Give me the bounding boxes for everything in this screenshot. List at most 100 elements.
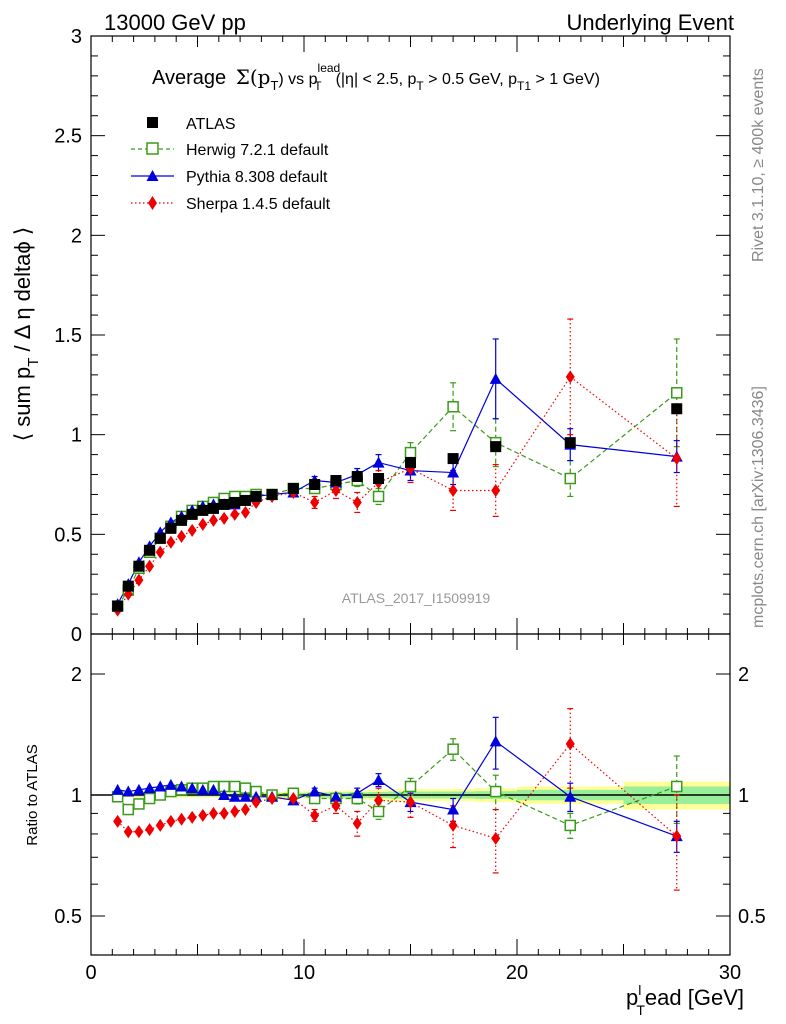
ratio-point-sherpa <box>208 806 218 820</box>
ratio-point-pythia <box>489 735 502 747</box>
ratio-point-herwig <box>489 785 502 798</box>
side-label-mcplots: mcplots.cern.ch [arXiv:1306.3436] <box>750 386 767 628</box>
ratio-point-pythia <box>111 783 124 795</box>
ratio-point-herwig <box>133 798 145 810</box>
main-ytick-label: 1.5 <box>54 325 82 347</box>
ratio-ytick-label-right: 0.5 <box>738 906 766 928</box>
legend-label-pythia: Pythia 8.308 default <box>186 169 328 186</box>
series-line-sherpa <box>117 375 678 611</box>
ratio-point-pythia <box>564 790 577 802</box>
ratio-ytick-label: 2 <box>71 664 82 686</box>
ratio-point-sherpa <box>331 799 341 813</box>
side-label-rivet: Rivet 3.1.10, ≥ 400k events <box>750 68 767 262</box>
data-point-atlas <box>207 502 219 514</box>
data-point-atlas <box>197 504 209 516</box>
main-ytick-label: 3 <box>71 26 82 48</box>
x-tick-label: 10 <box>293 962 315 984</box>
x-tick-label: 20 <box>506 962 528 984</box>
ratio-axes: 0.5 0.51 12 20 10 20 30 <box>54 634 766 984</box>
ratio-point-pythia <box>329 790 342 802</box>
ratio-point-pythia <box>308 785 321 797</box>
data-point-atlas <box>165 522 177 534</box>
legend: ATLAS Herwig 7.2.1 default Pythia 8.308 … <box>131 116 331 213</box>
ratio-point-sherpa <box>134 825 144 839</box>
x-axis-label: pl Tead [GeV] <box>626 982 744 1018</box>
ratio-ylabel: Ratio to ATLAS <box>24 744 41 845</box>
ratio-point-pythia <box>164 778 177 790</box>
ratio-point-herwig <box>229 780 241 793</box>
ratio-point-pythia <box>372 773 385 785</box>
data-point-pythia <box>447 466 460 478</box>
ratio-point-sherpa <box>251 795 261 809</box>
ratio-point-herwig <box>564 819 576 832</box>
data-point-atlas <box>405 457 416 469</box>
data-point-atlas <box>218 498 230 510</box>
ratio-point-pythia <box>143 782 156 794</box>
ratio-point-herwig <box>154 789 166 801</box>
legend-marker-sherpa <box>148 196 157 210</box>
ratio-point-herwig <box>404 780 417 793</box>
data-point-sherpa <box>331 483 341 497</box>
legend-label-atlas: ATLAS <box>186 116 236 133</box>
data-point-atlas <box>122 580 134 592</box>
ratio-panel: 0.5 0.51 12 20 10 20 30 Ratio to ATLAS pl Tead … <box>24 633 766 1018</box>
data-point-atlas <box>239 494 251 506</box>
ratio-point-sherpa <box>288 792 298 806</box>
main-plot-area <box>111 318 683 617</box>
data-point-atlas <box>671 403 683 415</box>
data-point-sherpa <box>352 495 362 509</box>
data-point-sherpa <box>177 529 187 543</box>
ratio-point-herwig <box>143 792 156 805</box>
x-tick-label: 30 <box>719 962 741 984</box>
ratio-point-pythia <box>132 783 145 795</box>
data-point-sherpa <box>491 483 501 497</box>
data-point-atlas <box>186 508 198 520</box>
ratio-point-sherpa <box>187 810 197 824</box>
ratio-point-sherpa <box>491 831 501 845</box>
ratio-point-pythia <box>122 785 135 797</box>
legend-item-pythia: Pythia 8.308 default <box>131 169 328 186</box>
data-point-sherpa <box>448 483 458 497</box>
data-point-sherpa <box>310 495 320 509</box>
ratio-point-sherpa <box>123 825 133 839</box>
ratio-ytick-label-right: 2 <box>738 664 749 686</box>
ratio-point-sherpa <box>166 814 176 828</box>
data-point-atlas <box>490 441 502 453</box>
data-point-herwig <box>671 387 683 399</box>
data-point-atlas <box>144 544 156 556</box>
data-point-sherpa <box>240 505 250 519</box>
data-point-pythia <box>372 456 385 468</box>
data-point-sherpa <box>155 545 165 559</box>
legend-label-herwig: Herwig 7.2.1 default <box>186 142 329 159</box>
ratio-point-sherpa <box>240 803 250 817</box>
data-point-atlas <box>373 473 385 485</box>
ratio-point-sherpa <box>448 818 458 832</box>
data-point-atlas <box>447 453 459 465</box>
ratio-ytick-label: 0.5 <box>54 906 82 928</box>
ratio-point-pythia <box>228 790 241 802</box>
main-ylabel: ⟨ sum pT / Δ η deltaϕ ⟩ <box>10 227 42 442</box>
ratio-point-pythia <box>154 780 167 792</box>
ratio-point-pythia <box>351 787 364 799</box>
main-ytick-label: 2 <box>71 225 82 247</box>
data-point-sherpa <box>134 573 144 587</box>
main-ytick-label: 2.5 <box>54 126 82 148</box>
ratio-point-herwig <box>671 780 683 793</box>
ratio-point-sherpa <box>352 816 362 830</box>
main-ytick-label: 0 <box>71 624 82 646</box>
main-ytick-label: 0.5 <box>54 524 82 546</box>
ratio-point-herwig <box>447 743 459 755</box>
main-title: Average Σ(pT) vs plead T (|η| < 2.5, pT > … <box>152 61 600 93</box>
ratio-point-sherpa <box>267 792 277 806</box>
data-point-sherpa <box>198 517 208 531</box>
data-point-sherpa <box>219 511 229 525</box>
ratio-point-sherpa <box>565 737 575 751</box>
ratio-point-sherpa <box>374 793 384 807</box>
data-point-atlas <box>112 600 124 612</box>
ratio-point-pythia <box>447 803 460 815</box>
ratio-point-sherpa <box>198 808 208 822</box>
data-point-atlas <box>309 479 321 490</box>
ratio-plot-area <box>91 708 730 891</box>
legend-marker-herwig <box>146 142 159 155</box>
